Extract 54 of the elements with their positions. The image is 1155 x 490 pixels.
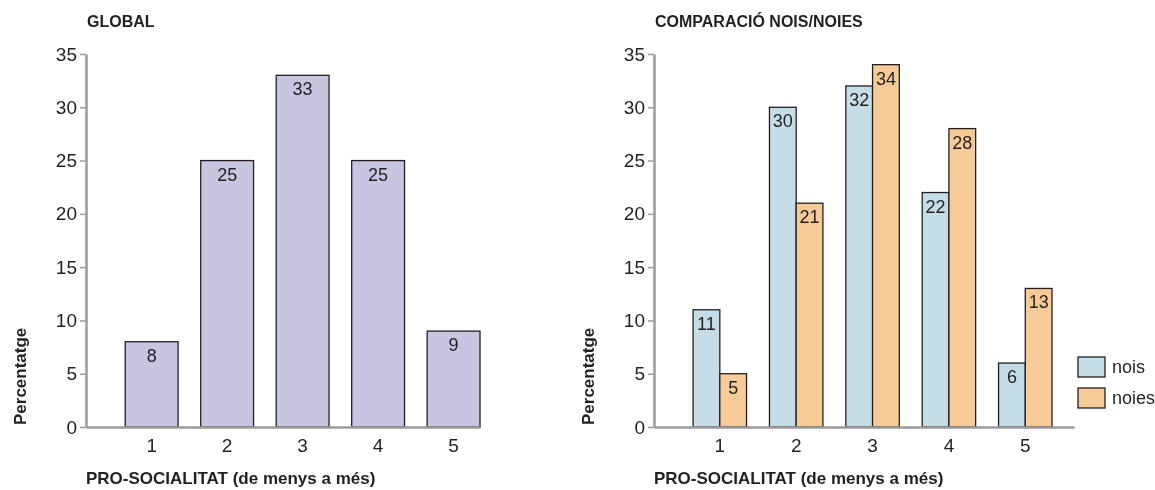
legend-label: nois	[1112, 357, 1146, 377]
bar	[426, 330, 481, 428]
data-label: 33	[292, 79, 313, 100]
y-tick-label: 20	[55, 203, 77, 225]
x-tick-label: 2	[221, 435, 233, 457]
y-tick-label: 0	[66, 416, 77, 438]
y-tick-label: 30	[623, 96, 645, 118]
chart-title: COMPARACIÓ NOIS/NOIES	[655, 12, 864, 30]
data-label: 9	[448, 335, 459, 356]
y-tick-label: 5	[66, 363, 77, 385]
x-tick-label: 4	[943, 435, 955, 457]
y-tick-label: 30	[55, 96, 77, 118]
y-tick-label: 0	[634, 416, 645, 438]
y-axis-title: Percentatge	[579, 327, 598, 425]
data-label: 22	[925, 196, 946, 217]
y-tick-label: 20	[623, 203, 645, 225]
y-tick-label: 25	[55, 150, 77, 172]
y-tick-label: 10	[55, 310, 77, 332]
data-label: 8	[146, 345, 157, 366]
x-tick-label: 5	[1019, 435, 1031, 457]
x-tick-label: 1	[714, 435, 726, 457]
data-label: 5	[728, 377, 739, 398]
y-axis-title: Percentatge	[11, 327, 30, 425]
data-label: 13	[1028, 292, 1049, 313]
data-label: 30	[772, 111, 793, 132]
y-tick-label: 35	[55, 43, 77, 65]
data-label: 28	[952, 132, 973, 153]
data-label: 25	[368, 164, 389, 185]
x-axis-title: PRO-SOCIALITAT (de menys a més)	[86, 469, 376, 488]
x-tick-label: 5	[448, 435, 459, 457]
x-tick-label: 2	[790, 435, 802, 457]
x-tick-label: 3	[297, 435, 308, 457]
data-label: 32	[849, 89, 870, 110]
x-axis-title: PRO-SOCIALITAT (de menys a més)	[654, 469, 944, 488]
y-tick-label: 35	[623, 43, 645, 65]
data-label: 34	[875, 68, 896, 89]
x-tick-label: 1	[146, 435, 157, 457]
y-tick-label: 10	[623, 310, 645, 332]
y-tick-label: 25	[623, 150, 645, 172]
x-tick-label: 4	[372, 435, 384, 457]
y-tick-label: 5	[634, 363, 645, 385]
legend-label: noies	[1112, 388, 1155, 408]
data-label: 25	[217, 164, 238, 185]
bar	[351, 159, 406, 428]
x-tick-label: 3	[867, 435, 878, 457]
data-label: 21	[799, 207, 820, 228]
bar	[124, 341, 179, 428]
bar	[275, 74, 330, 428]
data-label: 6	[1006, 367, 1017, 388]
bar	[200, 159, 255, 428]
y-tick-label: 15	[623, 256, 645, 278]
chart-title: GLOBAL	[87, 13, 155, 30]
y-tick-label: 15	[55, 256, 77, 278]
data-label: 11	[697, 313, 716, 334]
